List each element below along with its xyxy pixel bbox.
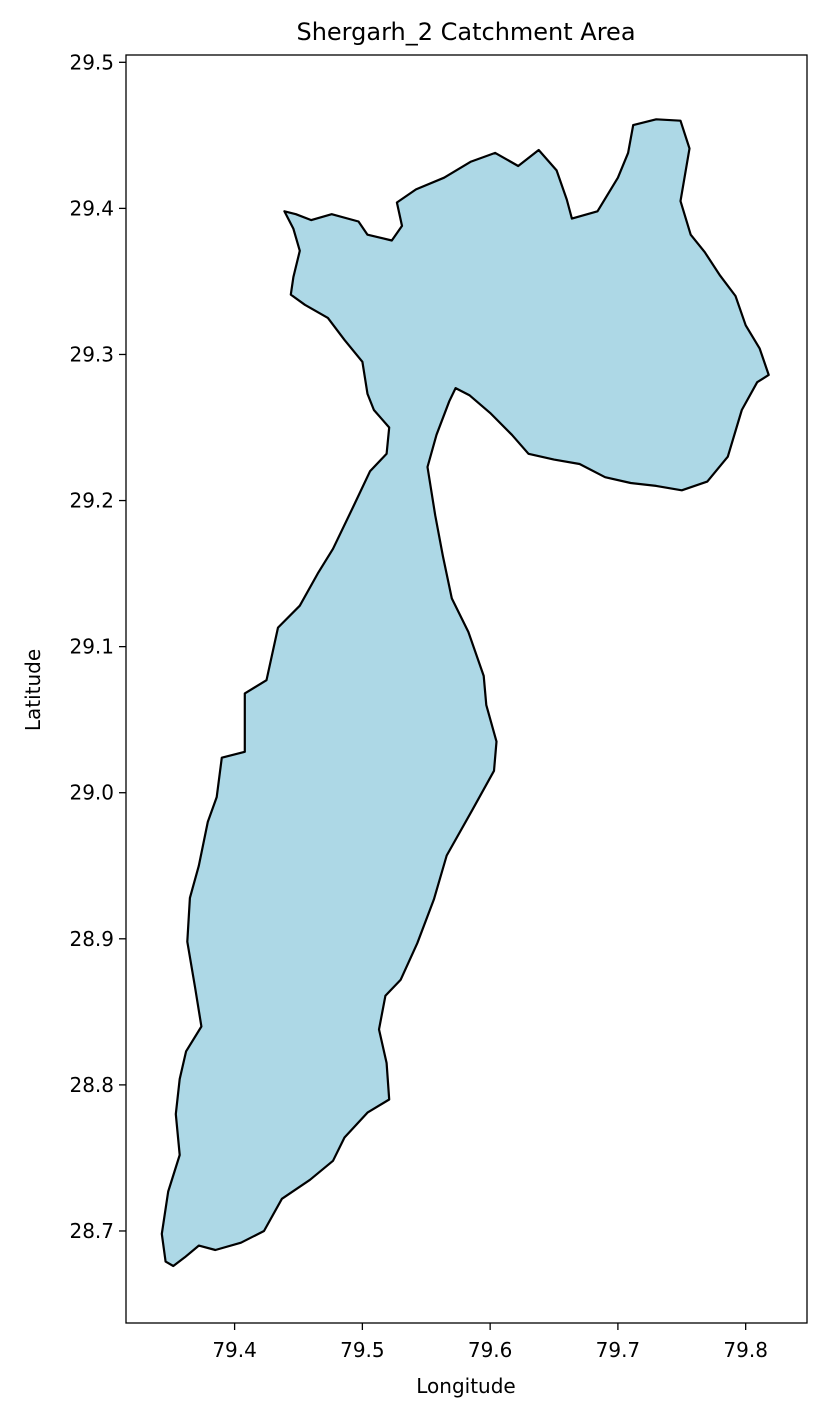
y-tick-label: 28.9 [69,927,114,951]
y-tick-label: 29.0 [69,781,114,805]
x-axis-label: Longitude [416,1374,515,1398]
x-tick-label: 79.5 [340,1338,385,1362]
y-tick-label: 28.8 [69,1073,114,1097]
y-tick-label: 29.5 [69,50,114,74]
y-axis-label: Latitude [21,649,45,731]
x-tick-label: 79.8 [723,1338,768,1362]
x-axis-ticks: 79.4 79.5 79.6 79.7 79.8 [212,1323,768,1362]
x-tick-label: 79.4 [212,1338,257,1362]
y-tick-label: 28.7 [69,1219,114,1243]
y-tick-label: 29.1 [69,635,114,659]
y-axis-ticks: 28.7 28.8 28.9 29.0 29.1 29.2 29.3 29.4 29.5 [69,50,126,1243]
plot-area-frame [125,54,808,1324]
y-tick-label: 29.4 [69,196,114,220]
chart-title: Shergarh_2 Catchment Area [296,18,635,46]
catchment-area-polygon [160,118,770,1268]
y-tick-label: 29.2 [69,489,114,513]
x-tick-label: 79.6 [468,1338,513,1362]
y-tick-label: 29.3 [69,342,114,366]
x-tick-label: 79.7 [596,1338,641,1362]
